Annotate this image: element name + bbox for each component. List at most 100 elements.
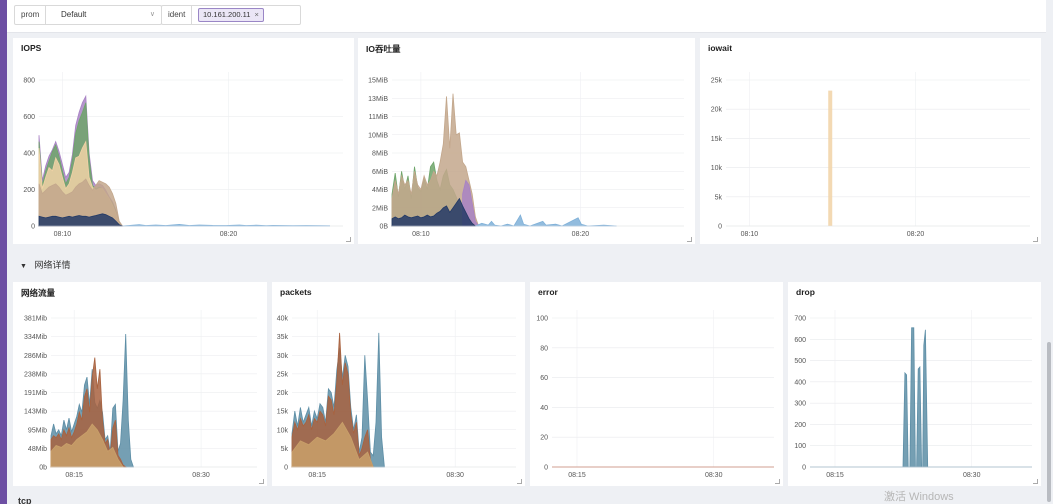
ident-label: ident [162,6,193,24]
scrollbar-thumb[interactable] [1047,342,1051,502]
series-area [810,327,1032,468]
io-throughput-chart: 0B 2MiB 4MiB 6MiB 8MiB 10MiB 11MiB 13MiB 15MiB 08… [368,72,684,238]
y-tick-label: 0b [39,465,47,472]
y-tick-label: 6MiB [372,169,388,176]
y-tick-label: 20k [277,390,289,397]
y-tick-label: 200 [23,187,35,194]
series-area [475,214,617,227]
tcp-panel-title: tcp [18,496,32,504]
y-tick-label: 381Mib [24,316,47,323]
x-tick-label: 08:15 [308,472,326,479]
y-tick-label: 5k [715,194,723,201]
datasource-label: prom [15,6,47,24]
datasource-select[interactable]: prom Default ∨ [14,5,162,25]
x-tick-label: 08:10 [412,231,430,238]
panel-title: IOPS [21,43,42,53]
y-tick-label: 0 [718,224,722,231]
ident-tag-text: 10.161.200.11 [203,10,251,19]
y-tick-label: 800 [23,78,35,85]
x-tick-label: 08:15 [65,472,83,479]
x-tick-label: 08:30 [963,472,981,479]
y-tick-label: 80 [540,345,548,352]
y-tick-label: 600 [794,337,806,344]
series-area [291,421,374,468]
ident-select[interactable]: ident 10.161.200.11 × [161,5,301,25]
y-tick-label: 2MiB [372,205,388,212]
y-tick-label: 40 [540,405,548,412]
close-icon[interactable]: × [254,10,259,19]
y-tick-label: 300 [794,401,806,408]
y-tick-label: 0 [802,465,806,472]
y-tick-label: 286Mib [24,353,47,360]
x-tick-label: 08:10 [54,231,72,238]
iops-chart: 020040060080008:1008:2008:3008:4008:5009… [23,72,343,238]
windows-activation-watermark: 激活 Windows [884,491,954,503]
resize-handle[interactable] [517,479,522,484]
panel-title: iowait [708,43,733,53]
y-tick-label: 143Mib [24,409,47,416]
accent-bar [0,0,7,504]
resize-handle[interactable] [775,479,780,484]
y-tick-label: 15k [711,136,723,143]
y-tick-label: 334Mib [24,334,47,341]
y-tick-label: 13MiB [368,96,388,103]
y-tick-label: 191Mib [24,390,47,397]
panel-packets: packets 0 5k 10k 15k 20k 25k 30k 35k 40k 08:15 08:… [272,282,525,486]
y-tick-label: 0B [379,224,388,231]
panel-title: 网络流量 [21,288,56,298]
series-area [391,93,480,227]
y-tick-label: 40k [277,316,289,323]
x-tick-label: 08:30 [446,472,464,479]
y-tick-label: 48Mib [28,446,47,453]
panel-drop: drop 010020030040050060070008:1508:3008:… [788,282,1041,486]
datasource-value: Default [61,10,87,19]
series-area [50,423,124,468]
y-tick-label: 8MiB [372,151,388,158]
section-network-details[interactable]: ▼ 网络详情 [20,258,70,272]
y-tick-label: 15k [277,409,289,416]
y-tick-label: 0 [544,465,548,472]
panel-io-throughput: IO吞吐量 0B 2MiB 4MiB 6MiB 8MiB 10MiB 11MiB 13MiB 1… [358,38,695,244]
y-tick-label: 400 [794,379,806,386]
series-area [38,213,123,227]
resize-handle[interactable] [1033,237,1038,242]
y-tick-label: 500 [794,358,806,365]
resize-handle[interactable] [687,237,692,242]
bar [828,90,833,226]
panel-title: IO吞吐量 [366,44,401,54]
y-tick-label: 200 [794,422,806,429]
x-tick-label: 08:20 [220,231,238,238]
y-tick-label: 15MiB [368,78,388,85]
y-tick-label: 35k [277,334,289,341]
y-tick-label: 4MiB [372,187,388,194]
x-tick-label: 08:20 [572,231,590,238]
series-area [50,357,127,468]
resize-handle[interactable] [346,237,351,242]
y-tick-label: 238Mib [24,371,47,378]
resize-handle[interactable] [259,479,264,484]
iowait-chart: 05k10k15k20k25k08:1008:2008:3008:4008:50… [711,72,1030,238]
y-tick-label: 30k [277,353,289,360]
ident-tag[interactable]: 10.161.200.11 × [198,8,264,22]
y-tick-label: 20k [711,107,723,114]
resize-handle[interactable] [1033,479,1038,484]
y-tick-label: 100 [794,443,806,450]
series-area [391,197,477,227]
y-tick-label: 0 [284,465,288,472]
chevron-down-icon[interactable]: ∨ [149,11,155,18]
panel-title: drop [796,287,815,297]
y-tick-label: 10k [277,427,289,434]
x-tick-label: 08:15 [568,472,586,479]
panel-title: packets [280,287,312,297]
caret-down-icon[interactable]: ▼ [20,263,27,270]
y-tick-label: 20 [540,435,548,442]
y-tick-label: 100 [536,316,548,323]
x-tick-label: 08:30 [192,472,210,479]
y-tick-label: 10k [711,165,723,172]
filter-bar: prom Default ∨ ident 10.161.200.11 × [7,0,1046,33]
series-area [122,223,330,227]
x-tick-label: 08:30 [705,472,723,479]
series-area [291,332,374,468]
